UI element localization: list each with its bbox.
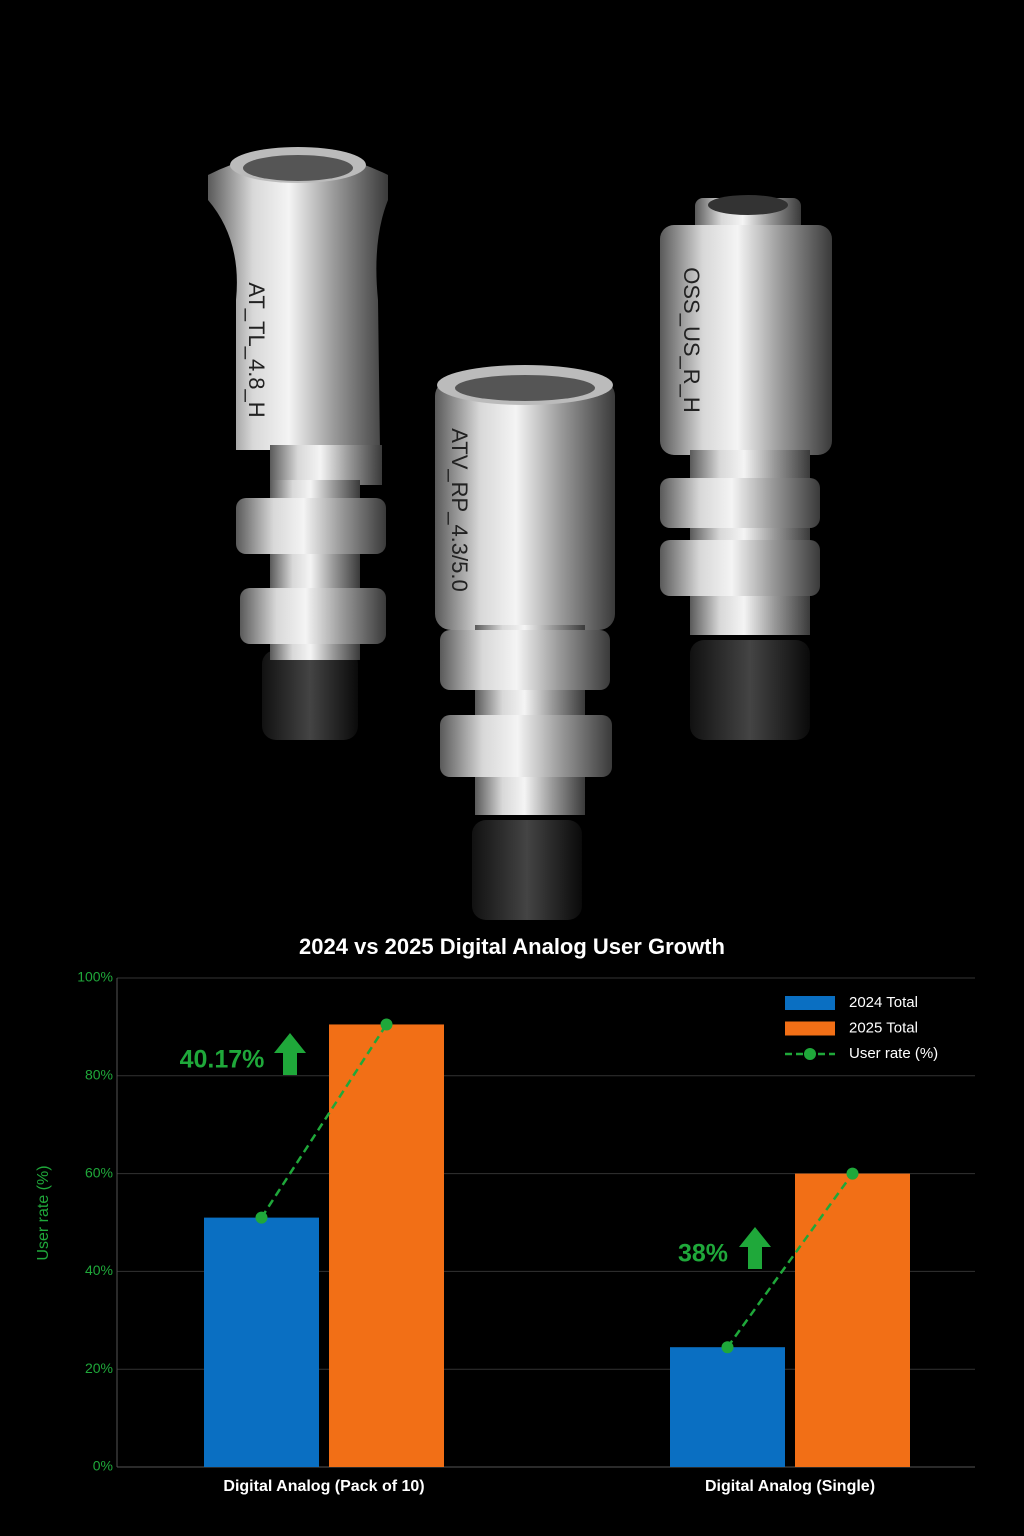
growth-annotation: 38%: [678, 1240, 728, 1268]
y-axis-label: User rate (%): [35, 1165, 52, 1260]
bar: [795, 1173, 910, 1467]
y-tick-label: 60%: [85, 1164, 113, 1180]
bar: [329, 1024, 444, 1467]
legend-label: 2025 Total: [849, 1019, 918, 1036]
legend-swatch: [785, 1021, 835, 1036]
product-label: OSS_US_R_H: [679, 267, 704, 413]
bar: [204, 1217, 319, 1467]
y-tick-label: 20%: [85, 1360, 113, 1376]
legend-swatch: [785, 996, 835, 1010]
growth-arrow: [739, 1227, 771, 1269]
rate-point: [380, 1018, 393, 1031]
legend-label: 2024 Total: [849, 994, 918, 1011]
rate-point: [255, 1211, 268, 1224]
legend-label: User rate (%): [849, 1045, 938, 1062]
product-label: ATV_RP_4.3/5.0: [447, 428, 472, 591]
growth-arrow: [274, 1033, 306, 1075]
rate-line: [726, 1172, 854, 1348]
product-photo: AT_TL_4.8_H ATV_RP_4.3/5.0 OSS_US_R_H: [208, 147, 832, 920]
y-tick-label: 40%: [85, 1262, 113, 1278]
chart: 0% 20% 40% 60% 80% 100% Digital Analog (Pack o…: [77, 969, 975, 1495]
y-tick-label: 100%: [77, 969, 113, 985]
growth-annotation: 40.17%: [180, 1046, 265, 1074]
x-tick-label: Digital Analog (Pack of 10): [223, 1478, 424, 1495]
y-tick-label: 0%: [93, 1458, 113, 1474]
bar: [670, 1347, 785, 1467]
product-label: AT_TL_4.8_H: [244, 282, 269, 417]
rate-point: [846, 1167, 859, 1180]
chart-title: 2024 vs 2025 Digital Analog User Growth: [299, 934, 725, 959]
x-tick-label: Digital Analog (Single): [705, 1478, 875, 1495]
legend-swatch: [804, 1048, 816, 1060]
rate-point: [721, 1341, 734, 1354]
y-tick-label: 80%: [85, 1067, 113, 1083]
